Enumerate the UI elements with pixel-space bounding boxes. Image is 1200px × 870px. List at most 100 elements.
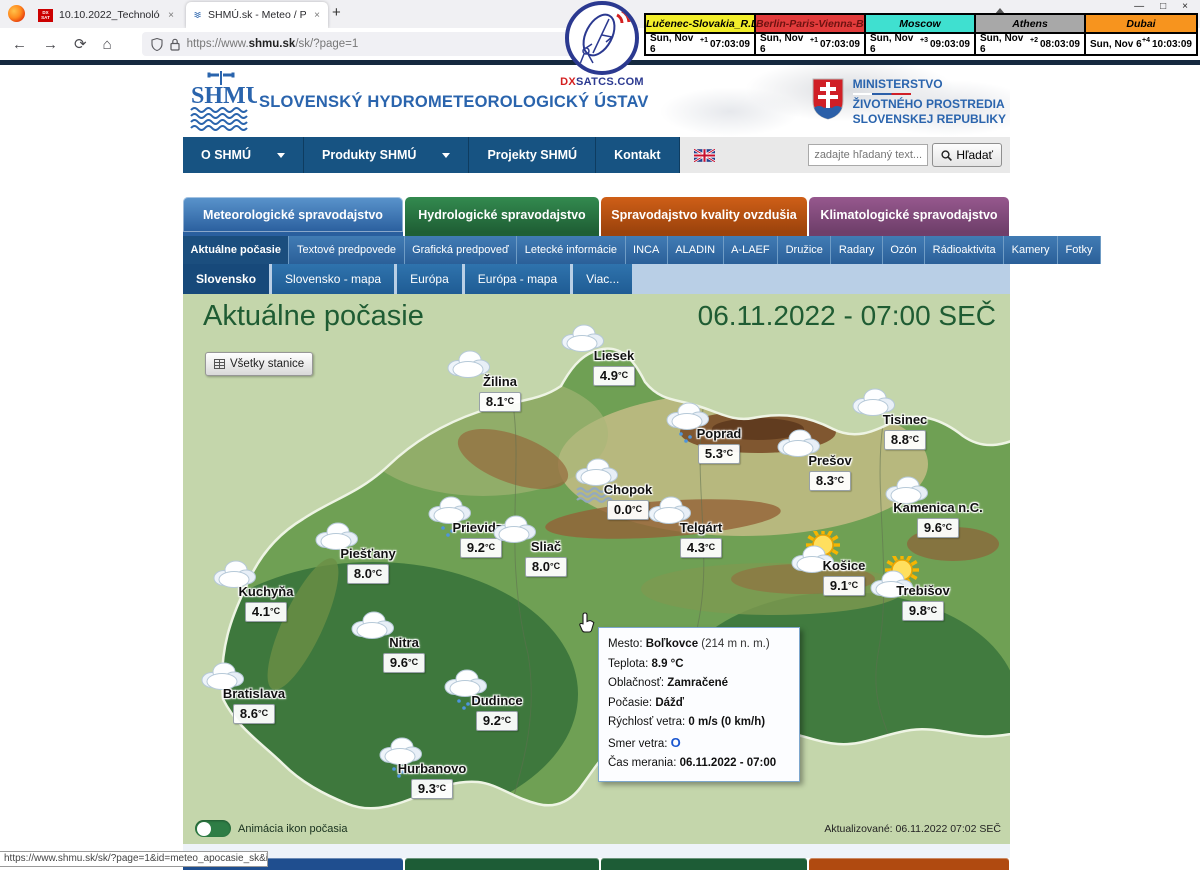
clock-athens: Athens Sun, Nov 6 +2 08:03:09 [976,15,1086,55]
window-maximize-button[interactable]: □ [1160,1,1167,12]
station-liesek[interactable]: Liesek 4.9°C [549,324,679,386]
station-name: Hurbanovo [397,761,467,776]
tooltip-label: Čas merania: [608,757,680,769]
weather-map[interactable]: Aktuálne počasie 06.11.2022 - 07:00 SEČ … [183,294,1010,844]
tab-title: SHMÚ.sk - Meteo / Počasie / Hydr [207,9,307,21]
clock-time-row: Sun, Nov 6 +4 10:03:09 [1086,34,1196,54]
satellite-dish-icon [565,1,639,75]
below-map-strip [183,844,1010,858]
station-name: Bratislava [222,686,286,701]
reload-icon[interactable]: ⟳ [74,35,87,53]
nav-menu: O SHMÚ Produkty SHMÚ Projekty SHMÚ Kontakt [183,137,680,173]
subtab-radary[interactable]: Radary [831,236,883,264]
station-temperature: 8.6°C [232,704,276,724]
nav-item-kontakt[interactable]: Kontakt [596,137,680,173]
ministry-logo[interactable]: MINISTERSTVO ŽIVOTNÉHO PROSTREDIA SLOVEN… [811,77,1006,127]
search-button[interactable]: Hľadať [932,143,1002,167]
station-trebi-ov[interactable]: Trebišov 9.8°C [858,553,988,621]
regiontab-eur-pa[interactable]: Európa [397,264,462,294]
subtab-inca[interactable]: INCA [625,236,668,264]
browser-tab-shmu[interactable]: SHMÚ.sk - Meteo / Počasie / Hydr × [186,2,328,28]
station-pre-ov[interactable]: Prešov 8.3°C [765,429,895,491]
station-kamenica-n-c[interactable]: Kamenica n.C. 9.6°C [873,476,1003,538]
meteo-subtabs: Aktuálne počasie Textové predpovede Grafic… [183,236,1101,264]
clock-date: Sun, Nov 6 [650,33,694,55]
tab-close-icon[interactable]: × [314,9,320,21]
svg-text:SHMU: SHMU [191,83,257,109]
station-dudince[interactable]: Dudince 9.2°C [432,669,562,731]
home-icon[interactable]: ⌂ [102,35,112,53]
subtab-dru-ice[interactable]: Družice [778,236,832,264]
shmu-logo[interactable]: SHMU [185,69,263,136]
clock-time-row: Sun, Nov 6 +3 09:03:09 [866,33,974,55]
station-ko-ice[interactable]: Košice 9.1°C [779,528,909,596]
tooltip-label: Rýchlosť vetra: [608,716,689,728]
cloud-rain-icon [424,493,476,544]
window-minimize-button[interactable]: — [1134,1,1145,12]
regiontab-slovensko[interactable]: Slovensko [183,264,270,294]
station-tisinec[interactable]: Tisinec 8.8°C [840,388,970,450]
clock-utc-offset: +4 [1141,36,1150,44]
english-flag-icon[interactable] [693,148,715,162]
toggle-knob [197,821,211,836]
tooltip-row: Počasie: Dážď [608,694,790,714]
search-input[interactable] [808,144,929,166]
regiontab-eur-pa-mapa[interactable]: Európa - mapa [464,264,571,294]
tab-hydrologick-spravodajstvo[interactable]: Hydrologické spravodajstvo [405,197,599,232]
subtab-oz-n[interactable]: Ozón [882,236,926,264]
subtab-textov-predpovede[interactable]: Textové predpovede [289,236,405,264]
tab-klimatologick-spravodajstvo[interactable]: Klimatologické spravodajstvo [809,197,1009,232]
subtab-leteck-inform-cie[interactable]: Letecké informácie [517,236,626,264]
station-temperature: 4.9°C [592,366,636,386]
back-icon[interactable]: ← [12,35,27,53]
station-bratislava[interactable]: Bratislava 8.6°C [189,662,319,724]
station-kuchy-a[interactable]: Kuchyňa 4.1°C [201,560,331,622]
tab-meteorologick-spravodajstvo[interactable]: Meteorologické spravodajstvo [183,197,403,232]
subtab-grafick-predpove[interactable]: Grafická predpoveď [404,236,518,264]
station-pie-any[interactable]: Piešťany 8.0°C [303,522,433,584]
browser-tab-dvbs2[interactable]: DXSAT 10.10.2022_Technológia DVB-S2/M × [30,2,182,28]
animation-toggle[interactable] [195,820,231,837]
tab-spravodajstvo-kvality-ovzdu-ia[interactable]: Spravodajstvo kvality ovzdušia [601,197,807,232]
station-prievidza[interactable]: Prievidza 9.2°C [416,496,546,558]
subtab-r-dioaktivita[interactable]: Rádioaktivita [925,236,1005,264]
subtab-aladin[interactable]: ALADIN [667,236,724,264]
station-ilina[interactable]: Žilina 8.1°C [435,350,565,412]
station-temperature: 8.0°C [524,557,568,577]
clock-time-row: Sun, Nov 6 +2 08:03:09 [976,33,1084,55]
subtab-kamery[interactable]: Kamery [1004,236,1059,264]
station-chopok[interactable]: Chopok 0.0°C [563,458,693,520]
map-datetime: 06.11.2022 - 07:00 SEČ [697,300,996,331]
firefox-icon[interactable] [8,5,25,22]
nav-item-o-shm[interactable]: O SHMÚ [183,137,304,173]
subtab-fotky[interactable]: Fotky [1058,236,1101,264]
station-nitra[interactable]: Nitra 9.6°C [339,611,469,673]
station-name: Telgárt [679,520,723,535]
shield-icon[interactable] [151,37,163,51]
station-temperature: 9.2°C [475,711,519,731]
subtab-a-laef[interactable]: A-LAEF [723,236,779,264]
window-close-button[interactable]: × [1182,1,1188,12]
all-stations-button[interactable]: Všetky stanice [205,352,314,376]
nav-item-produkty-shm[interactable]: Produkty SHMÚ [304,137,470,173]
tab-close-icon[interactable]: × [168,9,174,21]
clock-utc-offset: +2 [1029,36,1038,44]
station-hurbanovo[interactable]: Hurbanovo 9.3°C [367,737,497,799]
lock-icon[interactable] [170,38,180,51]
satcs-caption-part: SATCS.COM [576,76,644,88]
tab-color-strip [405,232,599,236]
new-tab-button[interactable]: + [332,4,341,21]
url-bar[interactable]: https://www.shmu.sk/sk/?page=1 [141,32,612,56]
station-temperature: 9.8°C [901,601,945,621]
forward-icon[interactable]: → [43,35,58,53]
regiontab-viac[interactable]: Viac... [573,264,633,294]
caret-up-icon[interactable] [995,3,1005,14]
nav-item-projekty-shm[interactable]: Projekty SHMÚ [469,137,597,173]
station-slia[interactable]: Sliač 8.0°C [481,515,611,577]
station-poprad[interactable]: Poprad 5.3°C [654,402,784,464]
subtab-aktu-lne-po-asie[interactable]: Aktuálne počasie [183,236,290,264]
regiontab-slovensko-mapa[interactable]: Slovensko - mapa [272,264,395,294]
station-name: Piešťany [340,546,396,561]
cloud-icon [557,321,609,360]
station-telg-rt[interactable]: Telgárt 4.3°C [636,496,766,558]
